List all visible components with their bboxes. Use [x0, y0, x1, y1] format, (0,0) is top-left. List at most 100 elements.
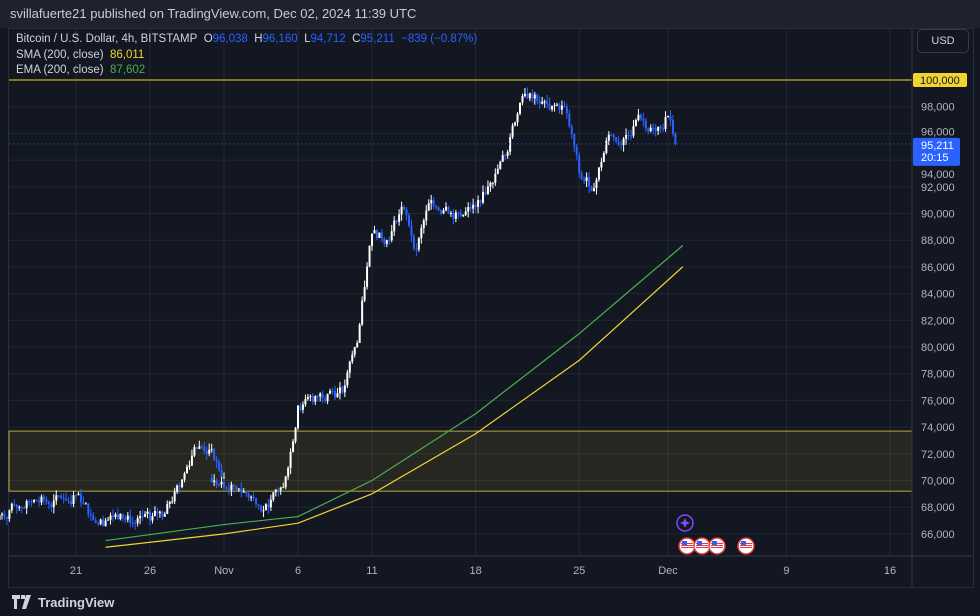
candle-body: [449, 212, 452, 214]
candle: [198, 440, 201, 450]
candle: [139, 510, 142, 525]
symbol-label[interactable]: Bitcoin / U.S. Dollar, 4h, BITSTAMP: [16, 33, 198, 45]
candle-body: [412, 235, 415, 249]
candle: [297, 404, 299, 431]
candle: [469, 202, 472, 213]
candle: [637, 108, 640, 122]
candle-body: [657, 126, 660, 131]
candle: [447, 205, 450, 215]
candle-body: [213, 449, 216, 460]
candle-body: [97, 523, 100, 525]
candle-body: [496, 168, 499, 174]
candle: [528, 92, 531, 102]
candle-body: [38, 500, 40, 503]
sparkle-event-icon[interactable]: [676, 514, 694, 532]
candle-body: [368, 245, 371, 267]
candle-body: [442, 210, 445, 214]
ema-label[interactable]: EMA (200, close): [16, 64, 104, 76]
sma-label[interactable]: SMA (200, close): [16, 48, 104, 61]
candle: [412, 233, 415, 251]
candle-body: [511, 125, 514, 138]
candle-body: [570, 126, 573, 135]
candle-body: [489, 182, 492, 187]
candle: [578, 152, 581, 178]
price-tick-label: 86,000: [921, 262, 955, 274]
price-tick-label: 70,000: [921, 476, 955, 488]
candle: [210, 443, 213, 453]
candle-body: [65, 498, 68, 501]
candle-body: [232, 484, 235, 487]
candle-body: [134, 522, 137, 524]
candle: [8, 509, 11, 522]
candle-body: [526, 93, 529, 99]
candle: [373, 225, 376, 234]
candle-body: [146, 511, 149, 515]
candle: [612, 133, 615, 142]
chart-frame[interactable]: [8, 28, 974, 588]
high-value: 96,160: [262, 33, 298, 45]
candle: [496, 164, 499, 175]
candle-body: [674, 133, 677, 144]
candle: [600, 157, 603, 172]
change-value: −839 (−0.87%): [401, 33, 478, 45]
candle: [156, 507, 159, 520]
candle-body: [642, 118, 645, 121]
candle: [104, 517, 107, 527]
candle-body: [634, 120, 637, 126]
candle-body: [462, 214, 465, 217]
close-label: C: [352, 33, 361, 45]
footer: TradingView: [0, 588, 980, 616]
candle: [55, 490, 58, 505]
us-flag-economic-event-icon[interactable]: [678, 537, 696, 555]
candle: [519, 102, 521, 116]
candle: [284, 475, 287, 490]
candle: [119, 513, 122, 521]
candle: [343, 379, 346, 398]
candle: [558, 102, 561, 114]
candle: [420, 224, 423, 244]
candle-body: [67, 500, 70, 502]
sparkle-glyph: [680, 518, 690, 528]
us-flag-economic-event-icon[interactable]: [693, 537, 711, 555]
candle-body: [585, 177, 588, 181]
candle: [363, 280, 366, 303]
candle: [213, 447, 216, 461]
candle-body: [536, 94, 539, 102]
candle-body: [203, 446, 206, 451]
us-flag-economic-event-icon[interactable]: [708, 537, 726, 555]
flag-canton: [741, 541, 746, 545]
candle-body: [637, 114, 640, 121]
candle-body: [166, 503, 169, 514]
candle: [565, 103, 568, 119]
candle-body: [299, 405, 302, 410]
price-tick-label: 88,000: [921, 235, 955, 247]
last-price-label: 95,211: [921, 140, 954, 152]
candle: [223, 478, 225, 492]
candle: [237, 488, 240, 492]
currency-button[interactable]: USD: [917, 29, 969, 53]
candle-body: [129, 515, 132, 523]
us-flag-economic-event-icon[interactable]: [737, 537, 755, 555]
candle: [20, 505, 23, 514]
candle: [77, 491, 80, 496]
candle-body: [287, 467, 290, 477]
candle: [205, 446, 208, 460]
candle-body: [506, 151, 509, 157]
candle: [526, 87, 529, 99]
candle: [252, 492, 255, 502]
candle: [82, 496, 85, 506]
candle-body: [50, 504, 53, 508]
candle: [136, 515, 139, 527]
time-tick-label: 11: [366, 565, 377, 577]
candle-body: [447, 206, 450, 214]
candle-body: [583, 178, 586, 181]
candle-body: [514, 122, 517, 126]
candle: [72, 491, 75, 508]
candle-body: [484, 191, 487, 195]
candle: [657, 126, 660, 136]
candle-body: [644, 120, 647, 129]
candle: [114, 512, 117, 520]
candle: [385, 239, 388, 248]
candle: [459, 209, 462, 218]
